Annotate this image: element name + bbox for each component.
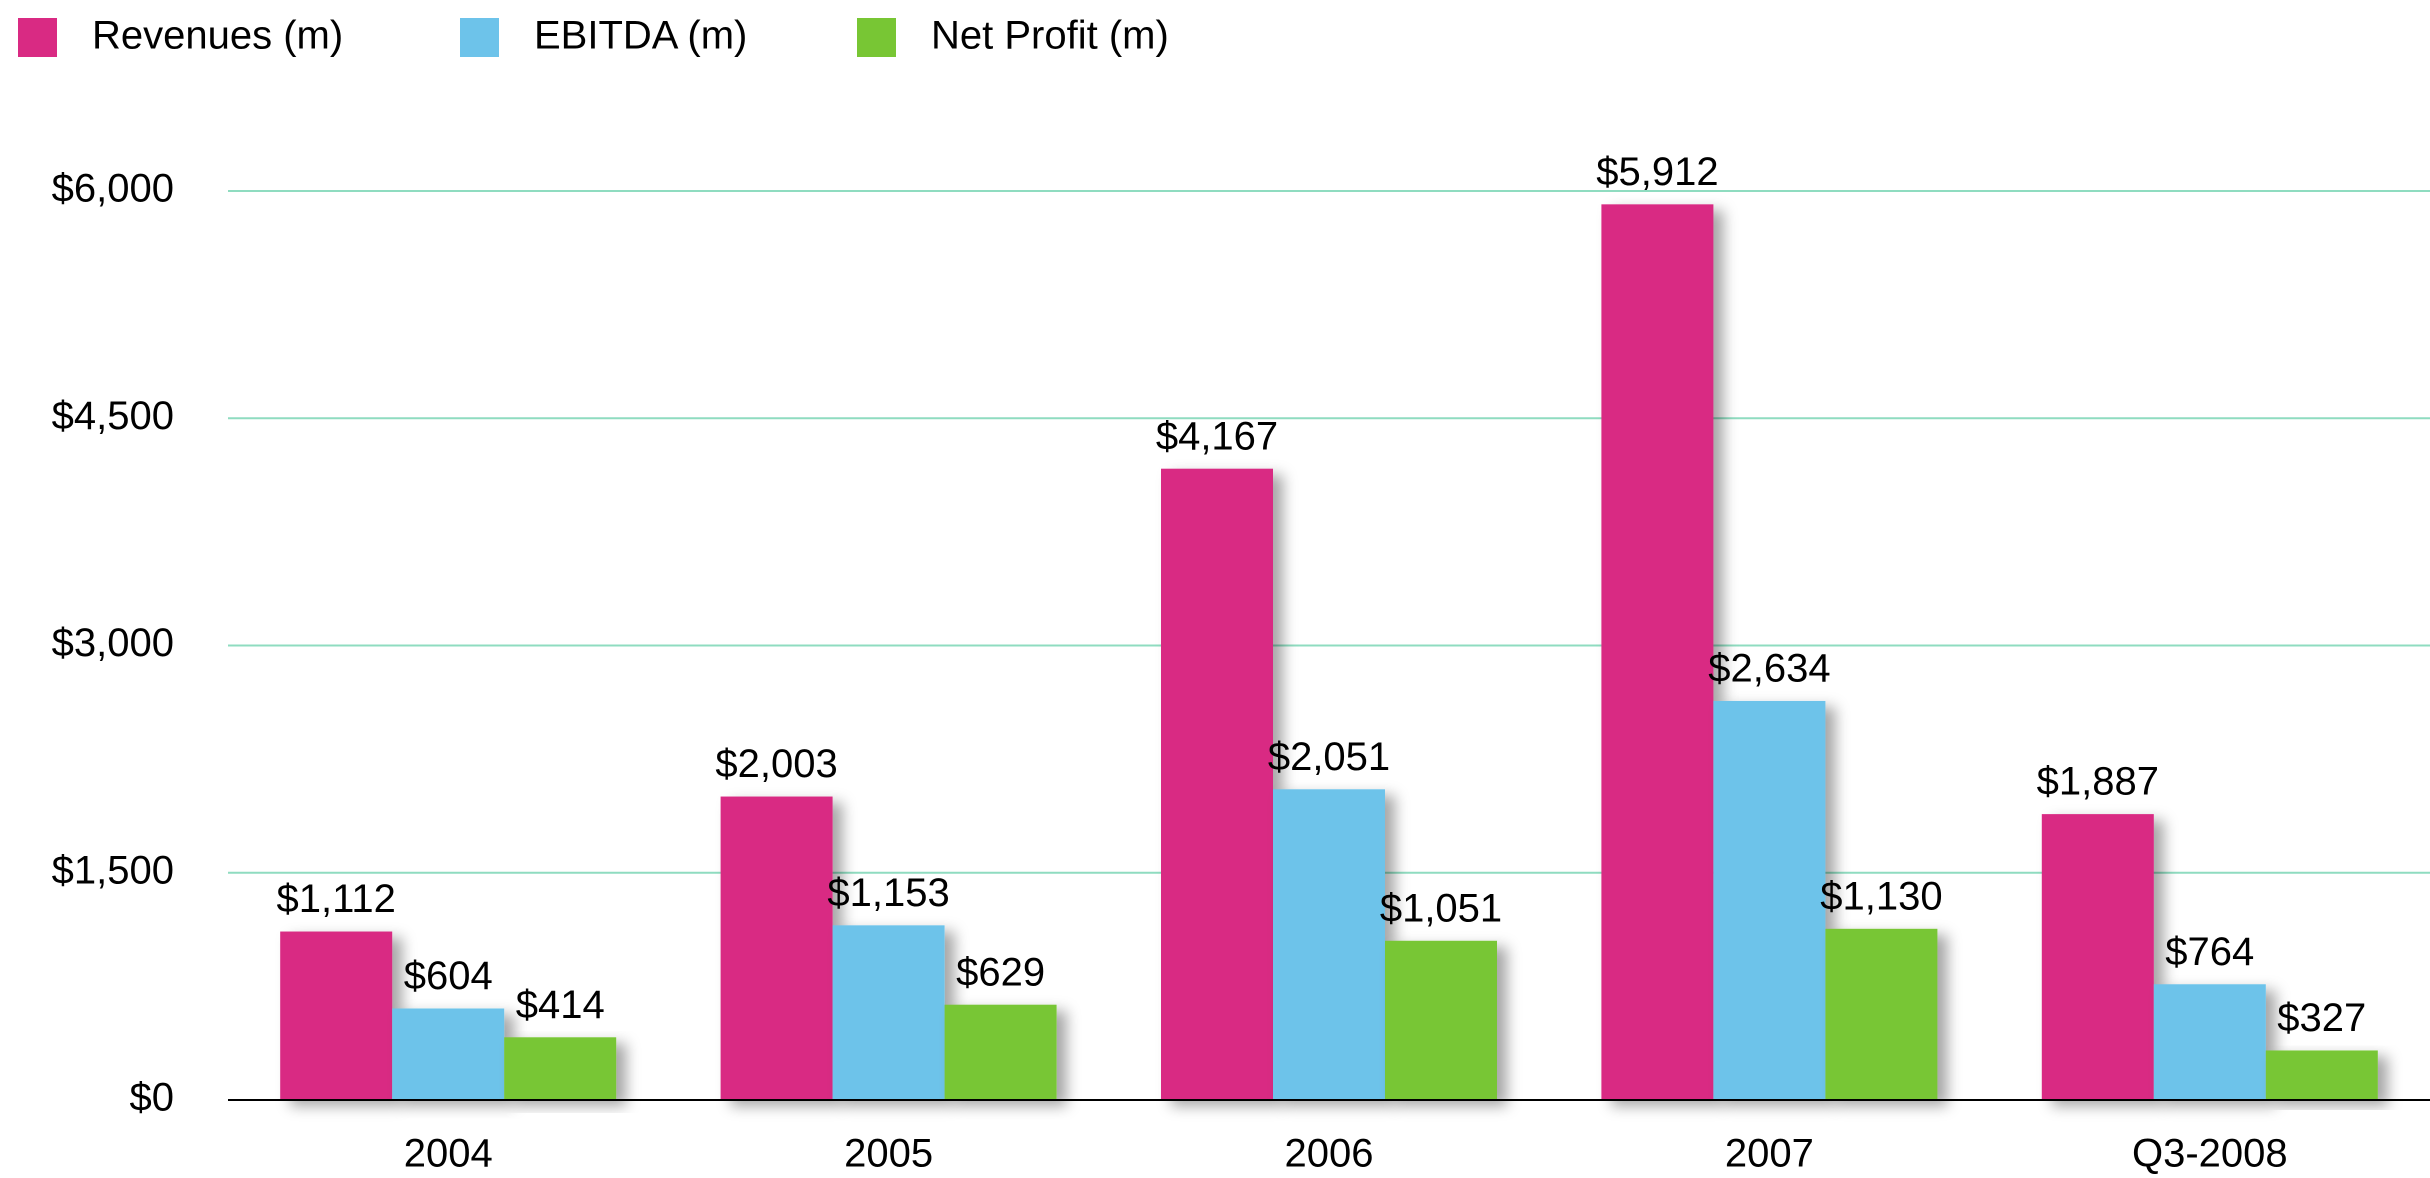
value-label: $1,153 xyxy=(827,871,949,915)
legend-swatch xyxy=(18,18,57,57)
value-label: $4,167 xyxy=(1156,414,1278,458)
value-label: $2,634 xyxy=(1708,647,1830,691)
bar xyxy=(1713,700,1826,1100)
y-tick-label: $0 xyxy=(130,1076,175,1120)
x-tick-label: 2006 xyxy=(1285,1132,1374,1176)
bar xyxy=(832,925,945,1100)
value-label: $629 xyxy=(956,950,1045,994)
value-label: $1,887 xyxy=(2037,760,2159,804)
bar xyxy=(1161,468,1273,1101)
value-label: $764 xyxy=(2165,930,2254,974)
bar xyxy=(1385,940,1497,1100)
y-tick-label: $4,500 xyxy=(52,394,174,438)
x-tick-label: Q3-2008 xyxy=(2132,1132,2288,1176)
x-tick-label: 2007 xyxy=(1725,1132,1814,1176)
legend-swatch xyxy=(857,18,896,57)
bar xyxy=(280,931,393,1100)
bar xyxy=(720,796,833,1100)
y-tick-label: $1,500 xyxy=(52,848,174,892)
value-label: $327 xyxy=(2277,996,2366,1040)
x-tick-label: 2005 xyxy=(844,1132,933,1176)
y-tick-label: $3,000 xyxy=(52,621,174,665)
bar xyxy=(2041,814,2154,1100)
value-label: $2,003 xyxy=(715,742,837,786)
legend-label: Revenues (m) xyxy=(92,14,343,58)
value-label: $2,051 xyxy=(1268,735,1390,779)
y-tick-label: $6,000 xyxy=(52,167,174,211)
value-label: $604 xyxy=(404,954,493,998)
value-label: $414 xyxy=(516,983,605,1027)
bar xyxy=(1601,204,1714,1100)
bar xyxy=(2265,1050,2378,1100)
bar xyxy=(944,1004,1057,1100)
bar xyxy=(1273,789,1385,1100)
value-label: $1,112 xyxy=(277,877,396,921)
legend-swatch xyxy=(460,18,499,57)
bar xyxy=(2153,984,2266,1100)
value-label: $1,051 xyxy=(1380,886,1502,930)
value-label: $1,130 xyxy=(1820,874,1942,918)
bar xyxy=(392,1008,505,1100)
legend-label: EBITDA (m) xyxy=(534,14,747,58)
bar xyxy=(1825,928,1938,1100)
x-tick-label: 2004 xyxy=(404,1132,493,1176)
bar xyxy=(504,1037,617,1100)
value-label: $5,912 xyxy=(1596,150,1718,194)
legend-label: Net Profit (m) xyxy=(931,14,1169,58)
